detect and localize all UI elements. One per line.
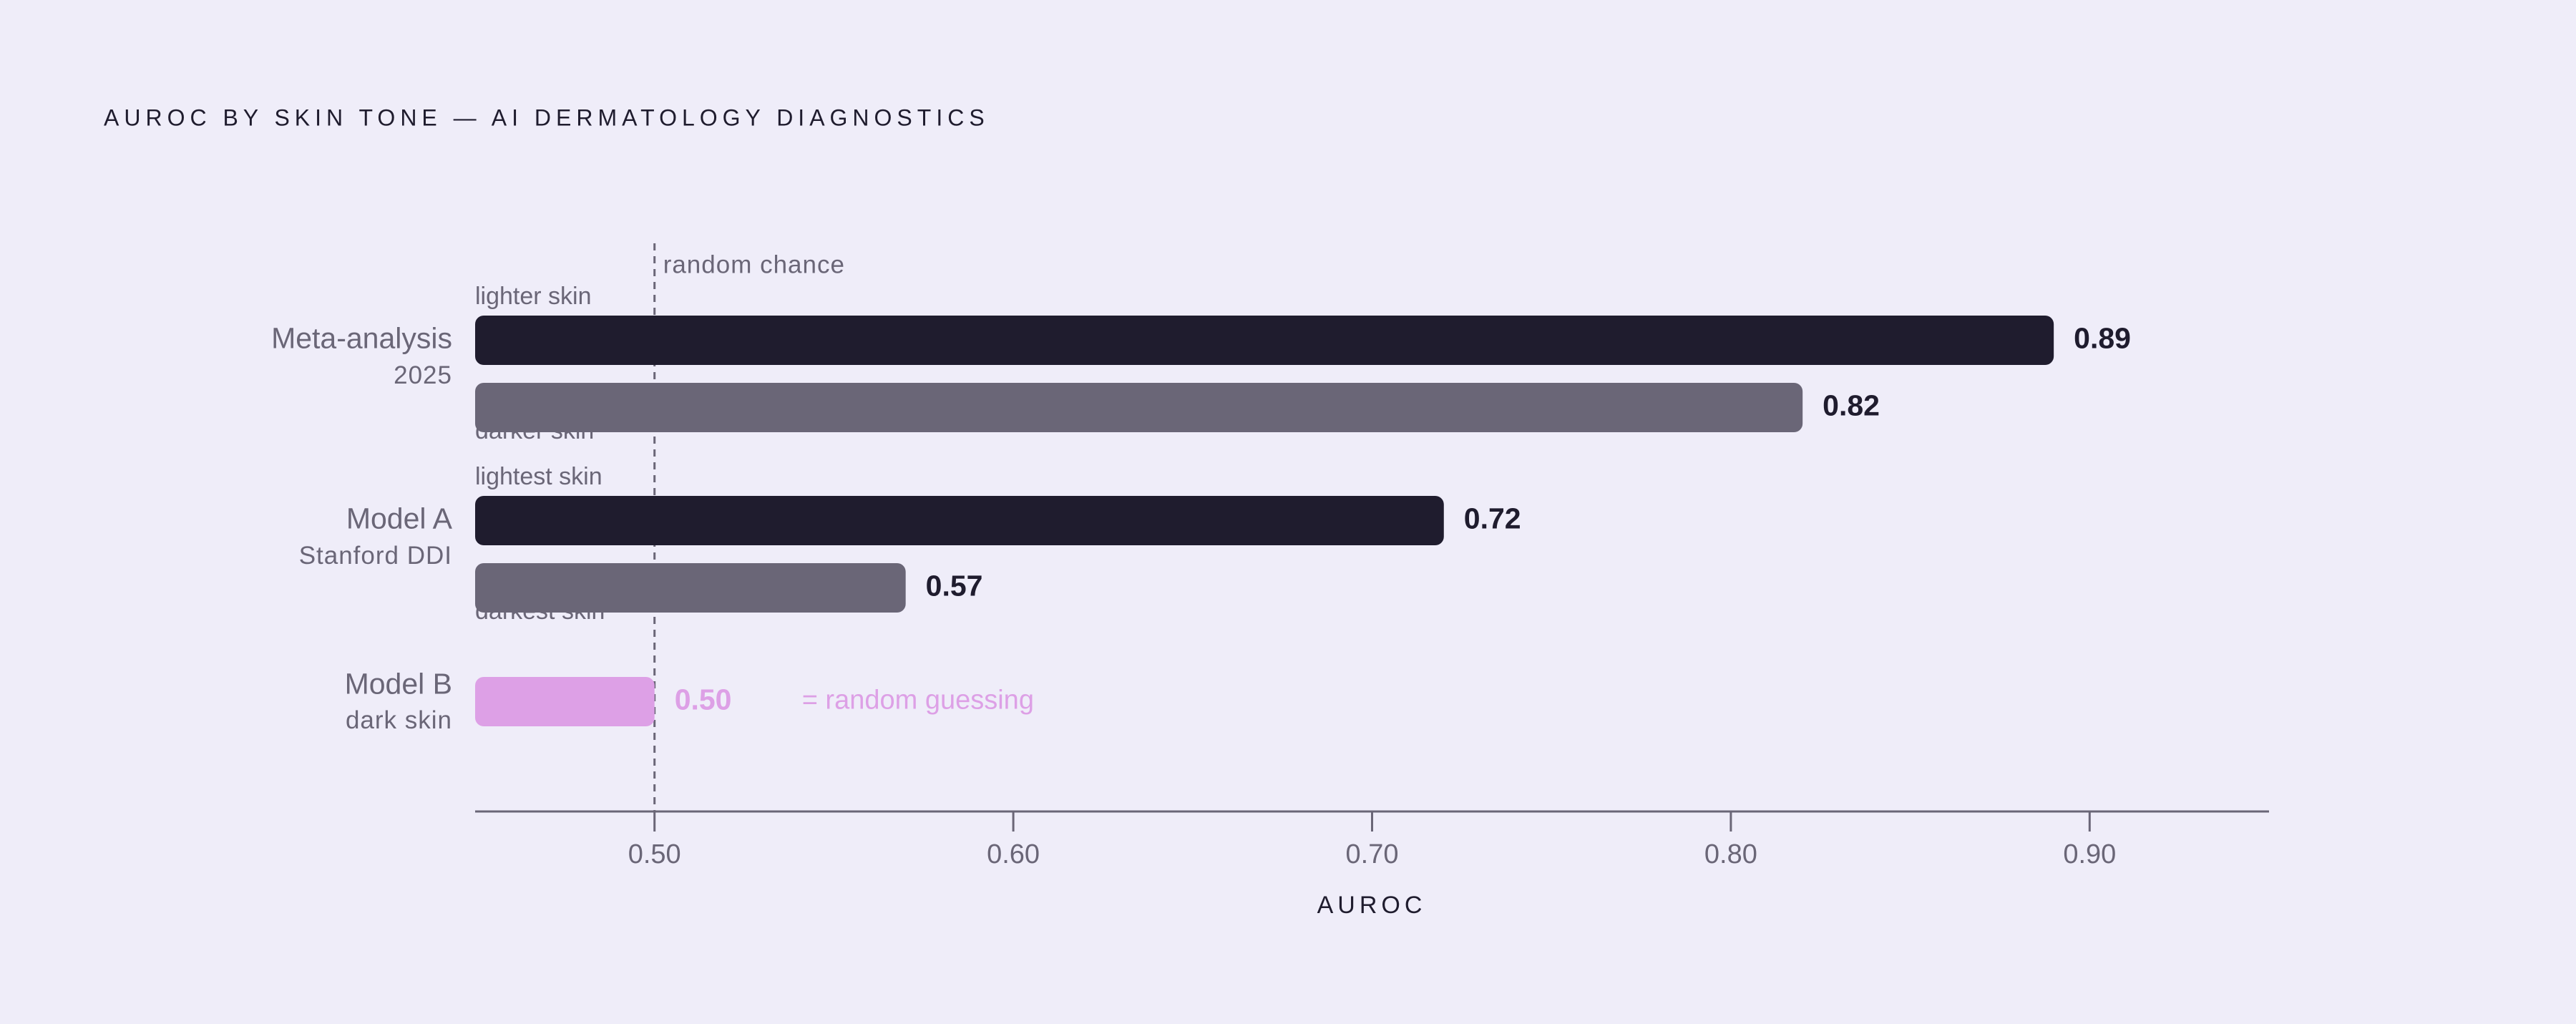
value-label: 0.50 <box>675 683 732 716</box>
bar-label: lighter skin <box>475 283 592 310</box>
annotation: = random guessing <box>802 686 1034 716</box>
group-subtitle: 2025 <box>394 361 452 389</box>
bar <box>475 563 906 613</box>
group-subtitle: dark skin <box>346 706 452 734</box>
x-tick-label: 0.80 <box>1704 839 1757 869</box>
value-label: 0.89 <box>2074 321 2131 354</box>
value-label: 0.82 <box>1823 389 1880 421</box>
x-tick-label: 0.90 <box>2063 839 2116 869</box>
x-tick-label: 0.60 <box>987 839 1040 869</box>
x-axis-title: AUROC <box>1317 892 1427 919</box>
value-label: 0.72 <box>1464 502 1521 535</box>
group-name: Model A <box>346 502 453 535</box>
bar <box>475 316 2054 365</box>
x-tick-label: 0.70 <box>1346 839 1399 869</box>
group-name: Meta-analysis <box>271 321 452 354</box>
bar <box>475 383 1803 432</box>
chart-title: AUROC BY SKIN TONE — AI DERMATOLOGY DIAG… <box>104 104 990 130</box>
bar <box>475 496 1444 545</box>
reference-label: random chance <box>663 250 845 278</box>
bar <box>475 677 655 726</box>
group-name: Model B <box>345 667 452 700</box>
x-tick-label: 0.50 <box>628 839 681 869</box>
bar-label: lightest skin <box>475 463 602 490</box>
group-subtitle: Stanford DDI <box>299 542 452 570</box>
value-label: 0.57 <box>926 569 983 602</box>
